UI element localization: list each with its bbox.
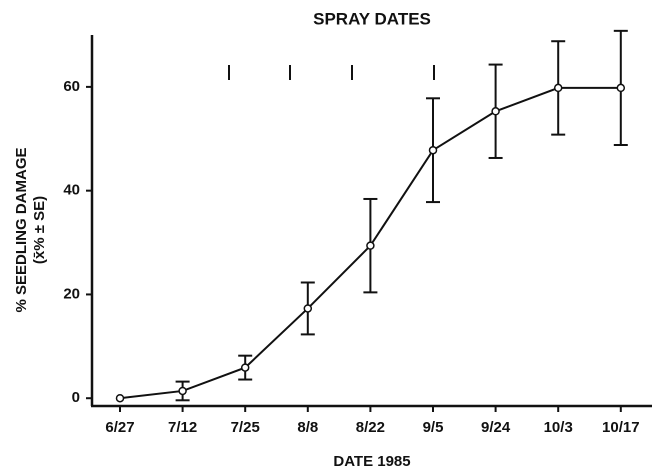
y-tick-label: 20 bbox=[63, 285, 80, 302]
x-tick-label: 9/24 bbox=[481, 419, 511, 436]
data-point bbox=[553, 83, 563, 93]
x-tick-label: 9/5 bbox=[423, 419, 444, 436]
spray-marks bbox=[228, 65, 435, 80]
x-tick-label: 7/25 bbox=[231, 419, 260, 436]
data-point bbox=[428, 145, 438, 155]
x-tick-label: 10/3 bbox=[544, 419, 573, 436]
data-point bbox=[366, 241, 375, 250]
data-point bbox=[303, 304, 313, 313]
y-tick-label: 0 bbox=[72, 389, 80, 406]
data-point bbox=[178, 386, 187, 396]
x-tick-label: 8/8 bbox=[297, 419, 318, 436]
y-axis-label: % SEEDLING DAMAGE bbox=[13, 147, 30, 312]
data-point bbox=[240, 363, 250, 372]
y-tick-label: 40 bbox=[63, 182, 80, 199]
x-tick-label: 10/17 bbox=[602, 419, 640, 436]
x-axis-label: DATE 1985 bbox=[333, 453, 410, 470]
data-point bbox=[616, 83, 626, 93]
data-point bbox=[115, 393, 125, 403]
y-tick-label: 60 bbox=[63, 78, 80, 95]
x-tick-label: 7/12 bbox=[168, 419, 197, 436]
data-point bbox=[491, 107, 500, 116]
y-axis-label-sub: (x̄% ± SE) bbox=[31, 196, 48, 264]
x-tick-label: 8/22 bbox=[356, 419, 385, 436]
chart-title: SPRAY DATES bbox=[313, 9, 431, 28]
x-tick-label: 6/27 bbox=[105, 419, 134, 436]
